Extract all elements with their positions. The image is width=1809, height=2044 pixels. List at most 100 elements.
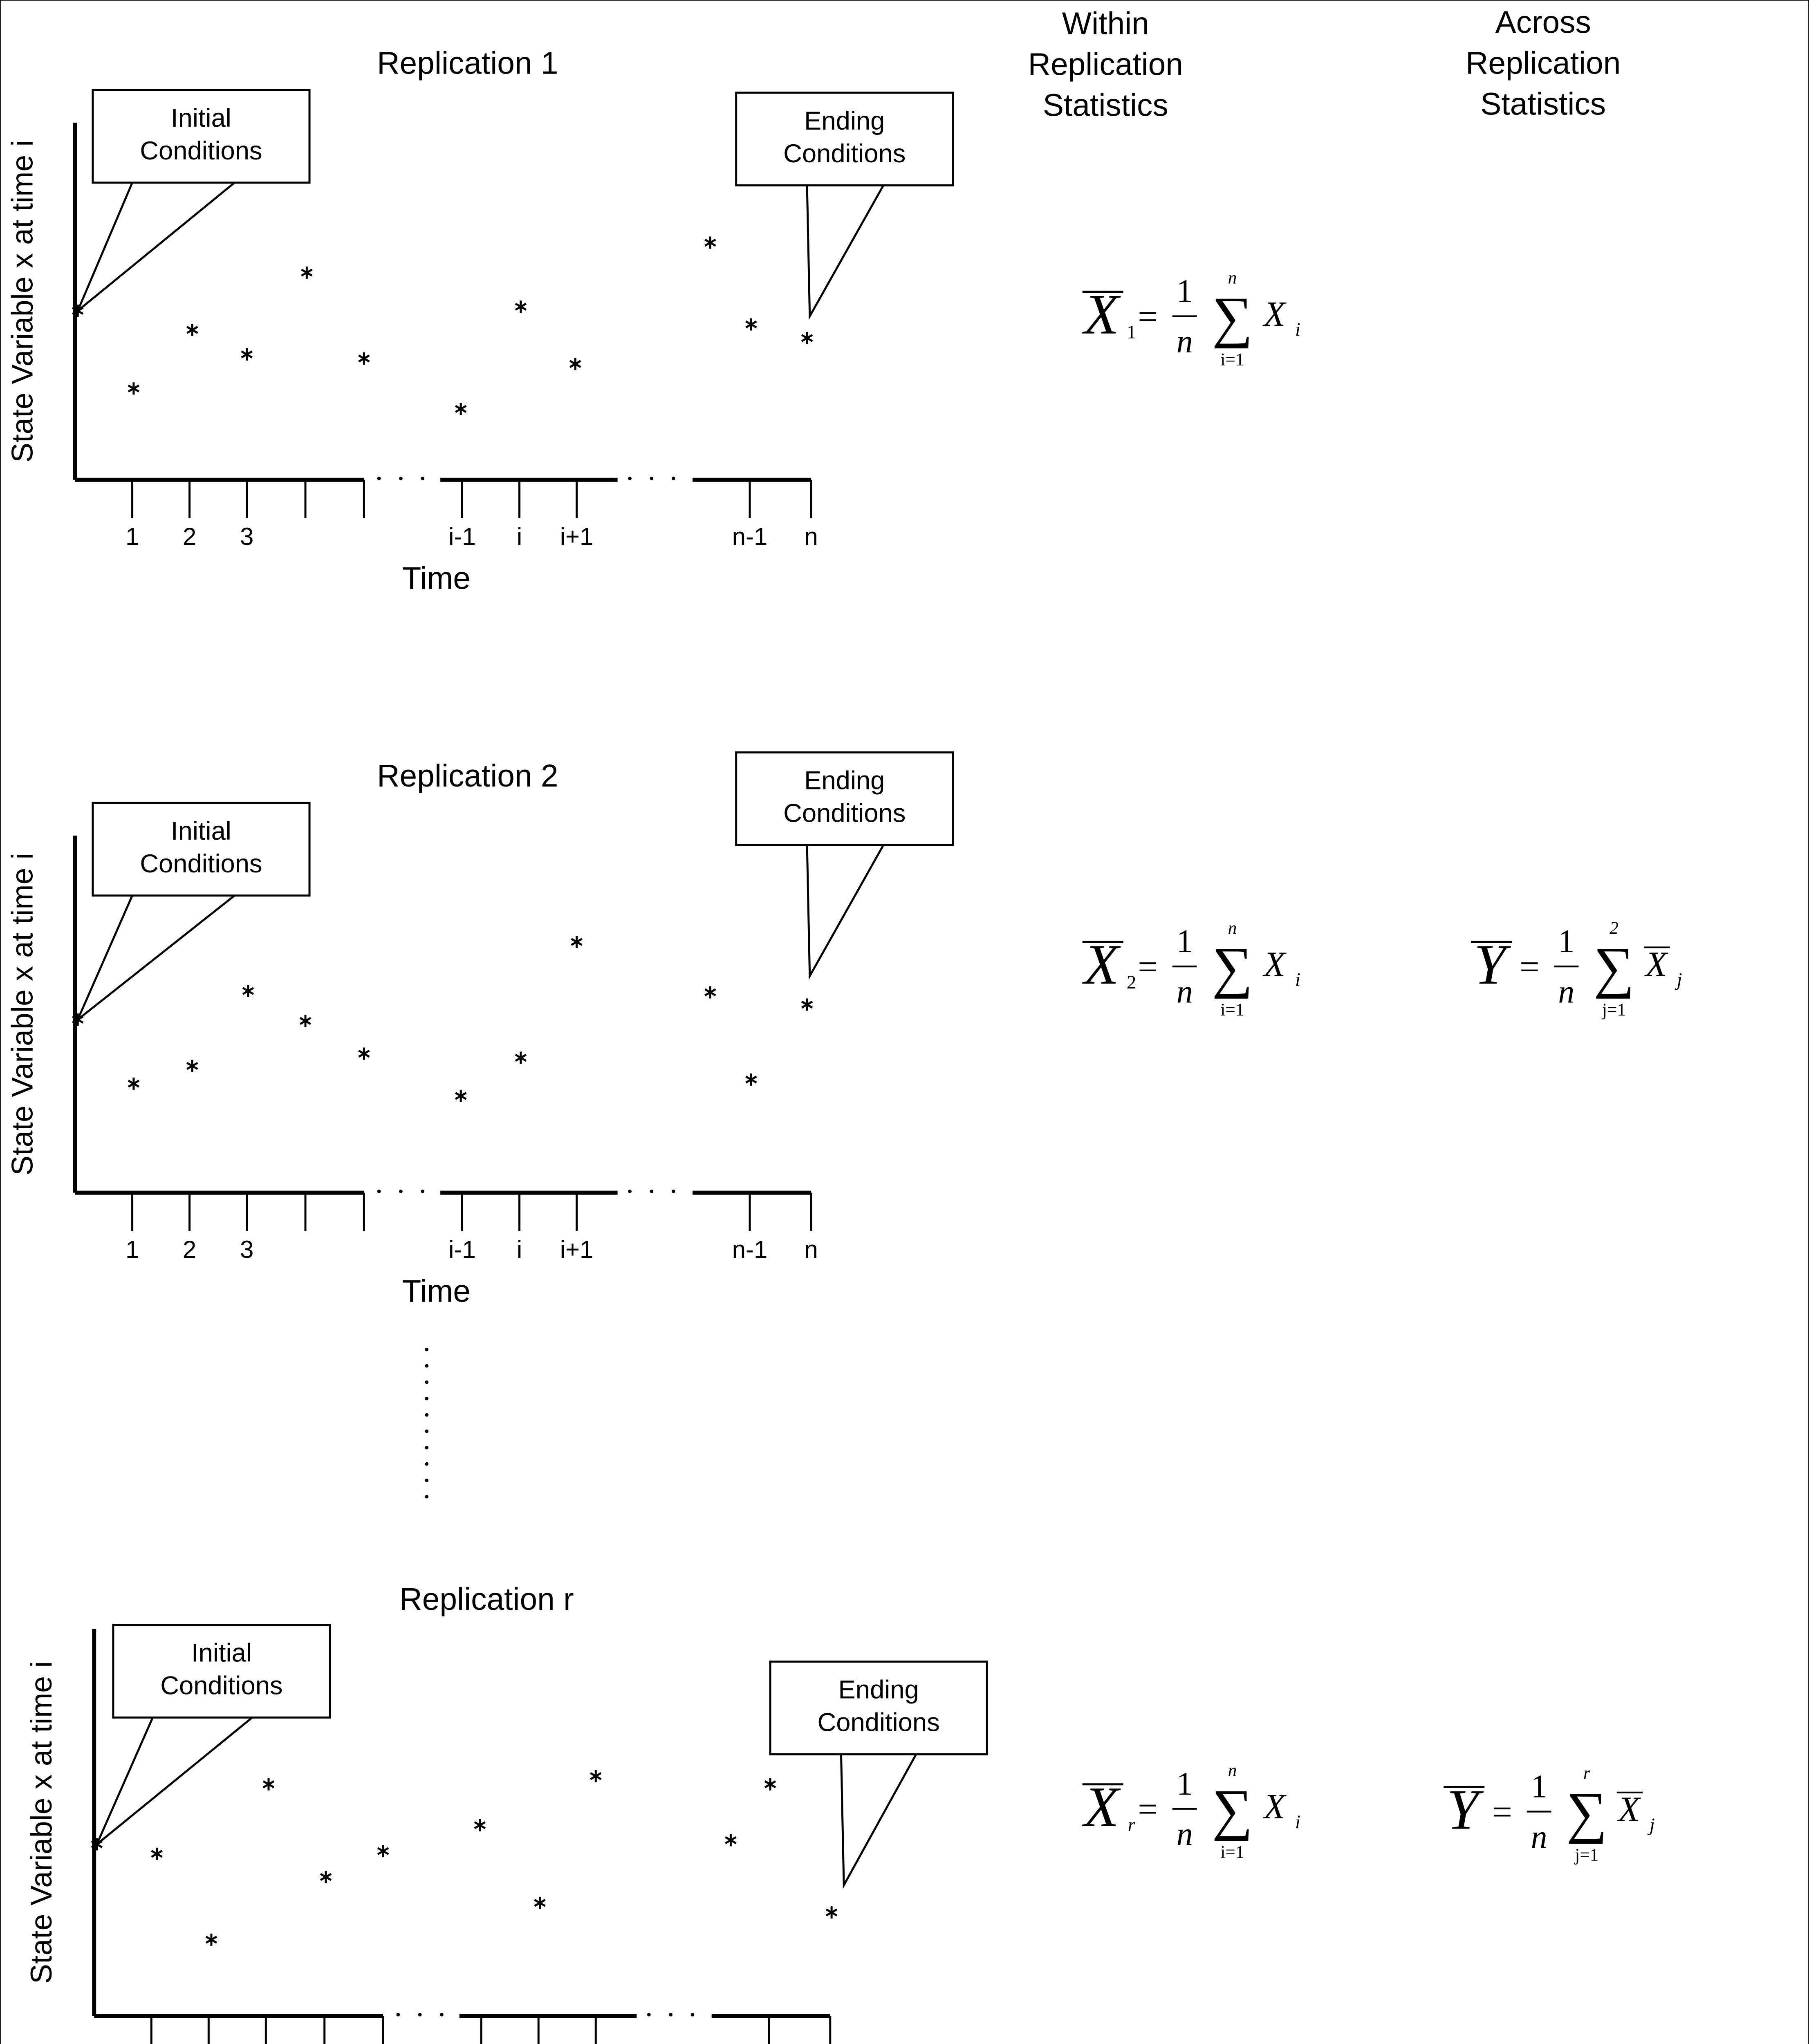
initial-callout-box xyxy=(92,802,311,897)
star-stroke xyxy=(590,1772,602,1780)
initial-callout-text: Conditions xyxy=(140,849,262,878)
star-stroke xyxy=(455,405,467,413)
formula-equals: = xyxy=(1138,297,1158,336)
panel-title: Replication 1 xyxy=(377,46,558,81)
formula-term-subscript: i xyxy=(1295,319,1300,340)
dot xyxy=(425,1429,429,1433)
column-header: Statistics xyxy=(1043,88,1168,123)
formula-lower: j=1 xyxy=(1574,1845,1598,1865)
formula-sum: ∑ xyxy=(1594,936,1634,999)
formula-term-subscript: j xyxy=(1675,969,1682,990)
observation xyxy=(205,1933,217,1946)
observation xyxy=(745,318,757,331)
column-header: Replication xyxy=(1028,47,1183,82)
star-stroke xyxy=(825,1908,838,1916)
dot xyxy=(425,1462,429,1466)
star-stroke xyxy=(534,1899,546,1907)
observation xyxy=(474,1819,486,1831)
formula-denominator: n xyxy=(1558,974,1574,1010)
dot xyxy=(425,1478,429,1482)
axis-ellipsis xyxy=(671,1189,675,1193)
formula-denominator: n xyxy=(1531,1819,1547,1855)
observation xyxy=(301,266,313,279)
axis-ellipsis xyxy=(628,1189,632,1193)
ending-callout-pointer xyxy=(840,1754,917,1889)
formula-term: X xyxy=(1644,944,1668,984)
observation xyxy=(358,1047,370,1060)
initial-callout-pointer xyxy=(96,1717,253,1845)
formula-symbol: Y xyxy=(1447,1778,1484,1842)
initial-callout-text: Conditions xyxy=(140,137,262,165)
formula-term: X xyxy=(1262,944,1287,984)
formula-term-subscript: j xyxy=(1648,1814,1655,1836)
observation xyxy=(571,936,583,948)
star-stroke xyxy=(242,987,254,995)
ending-callout-text: Conditions xyxy=(783,799,906,828)
tick-label: n xyxy=(804,523,818,550)
formula-equals: = xyxy=(1520,947,1540,986)
column-header: Across xyxy=(1495,5,1591,40)
formula-upper: 2 xyxy=(1609,918,1618,938)
ending-callout-pointer xyxy=(806,185,884,320)
formula-numerator: 1 xyxy=(1177,273,1193,309)
ending-callout-text: Ending xyxy=(804,766,885,795)
formula-term: X xyxy=(1262,1787,1287,1826)
formula-lower: i=1 xyxy=(1220,350,1244,370)
formula-term-subscript: i xyxy=(1295,969,1300,990)
formula-equals: = xyxy=(1138,1790,1158,1829)
star-stroke xyxy=(704,988,716,997)
initial-callout-text: Initial xyxy=(191,1639,252,1667)
observation xyxy=(377,1845,389,1858)
observation xyxy=(569,358,581,370)
formula: Y = 1 n ∑2 j=1 X j xyxy=(1471,918,1682,1020)
tick-label: n xyxy=(804,1236,818,1263)
observation xyxy=(241,348,253,361)
formula-lower: i=1 xyxy=(1220,1842,1244,1862)
formula-subscript: 1 xyxy=(1127,322,1136,343)
axis-ellipsis xyxy=(421,477,425,480)
star-stroke xyxy=(571,938,583,946)
formula-denominator: n xyxy=(1177,324,1193,360)
tick-label: i xyxy=(517,1236,522,1263)
ending-callout-text: Ending xyxy=(838,1676,919,1704)
observation xyxy=(72,305,84,317)
formula-numerator: 1 xyxy=(1177,1766,1193,1802)
observation xyxy=(455,403,467,415)
initial-callout-box xyxy=(92,89,311,184)
star-stroke xyxy=(186,326,198,334)
observation xyxy=(186,323,198,336)
star-stroke xyxy=(704,238,716,247)
axis-ellipsis xyxy=(647,2013,651,2017)
initial-callout-pointer xyxy=(76,894,235,1021)
star-stroke xyxy=(801,1000,813,1009)
dot xyxy=(425,1347,429,1351)
tick-label: 2 xyxy=(183,523,196,550)
observation xyxy=(151,1847,163,1860)
axis-ellipsis xyxy=(669,2013,672,2017)
star-stroke xyxy=(186,1062,198,1070)
star-stroke xyxy=(725,1836,737,1845)
star-stroke xyxy=(745,1076,757,1084)
axis-ellipsis xyxy=(671,477,675,480)
axis-ellipsis xyxy=(399,477,403,480)
formula-term: X xyxy=(1617,1790,1641,1829)
observation xyxy=(801,332,813,344)
formula-equals: = xyxy=(1492,1792,1512,1831)
dot xyxy=(425,1413,429,1417)
formula-numerator: 1 xyxy=(1177,923,1193,959)
formula-lower: j=1 xyxy=(1601,1000,1626,1020)
formula-lower: i=1 xyxy=(1220,1000,1244,1020)
dot xyxy=(425,1364,429,1368)
formula-upper: r xyxy=(1583,1763,1590,1783)
star-stroke xyxy=(151,1850,163,1858)
axis-ellipsis xyxy=(628,477,632,480)
formula-subscript: 2 xyxy=(1127,972,1136,993)
observation xyxy=(455,1089,467,1102)
star-stroke xyxy=(241,350,253,359)
observation xyxy=(72,1013,84,1026)
star-stroke xyxy=(358,354,370,363)
observation xyxy=(358,352,370,365)
column-header: Statistics xyxy=(1480,87,1606,121)
